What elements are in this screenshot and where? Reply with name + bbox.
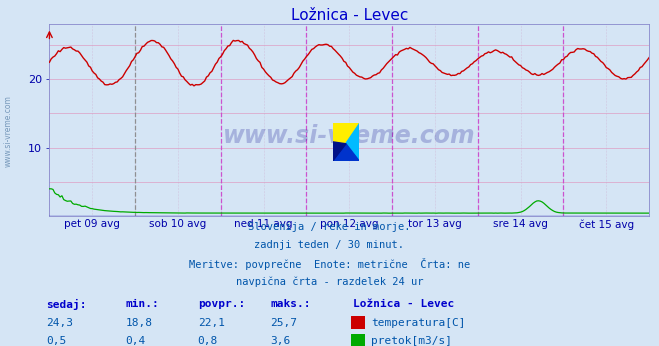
Text: maks.:: maks.: (270, 299, 310, 309)
Text: 0,5: 0,5 (46, 336, 67, 346)
Text: temperatura[C]: temperatura[C] (371, 318, 465, 328)
Text: Ložnica - Levec: Ložnica - Levec (353, 299, 454, 309)
Text: Slovenija / reke in morje.: Slovenija / reke in morje. (248, 222, 411, 232)
Text: 24,3: 24,3 (46, 318, 73, 328)
Text: sedaj:: sedaj: (46, 299, 86, 310)
Title: Ložnica - Levec: Ložnica - Levec (291, 8, 408, 23)
Text: zadnji teden / 30 minut.: zadnji teden / 30 minut. (254, 240, 405, 250)
Text: 18,8: 18,8 (125, 318, 152, 328)
Polygon shape (333, 123, 359, 161)
Text: 0,4: 0,4 (125, 336, 146, 346)
Polygon shape (333, 144, 359, 161)
Polygon shape (333, 142, 346, 161)
Text: navpična črta - razdelek 24 ur: navpična črta - razdelek 24 ur (236, 276, 423, 286)
Text: www.si-vreme.com: www.si-vreme.com (223, 124, 476, 148)
Text: povpr.:: povpr.: (198, 299, 245, 309)
Text: 0,8: 0,8 (198, 336, 218, 346)
Text: 3,6: 3,6 (270, 336, 291, 346)
Polygon shape (333, 123, 359, 161)
Text: min.:: min.: (125, 299, 159, 309)
Text: 25,7: 25,7 (270, 318, 297, 328)
Text: Meritve: povprečne  Enote: metrične  Črta: ne: Meritve: povprečne Enote: metrične Črta:… (189, 258, 470, 270)
Text: www.si-vreme.com: www.si-vreme.com (3, 95, 13, 167)
Text: 22,1: 22,1 (198, 318, 225, 328)
Text: pretok[m3/s]: pretok[m3/s] (371, 336, 452, 346)
